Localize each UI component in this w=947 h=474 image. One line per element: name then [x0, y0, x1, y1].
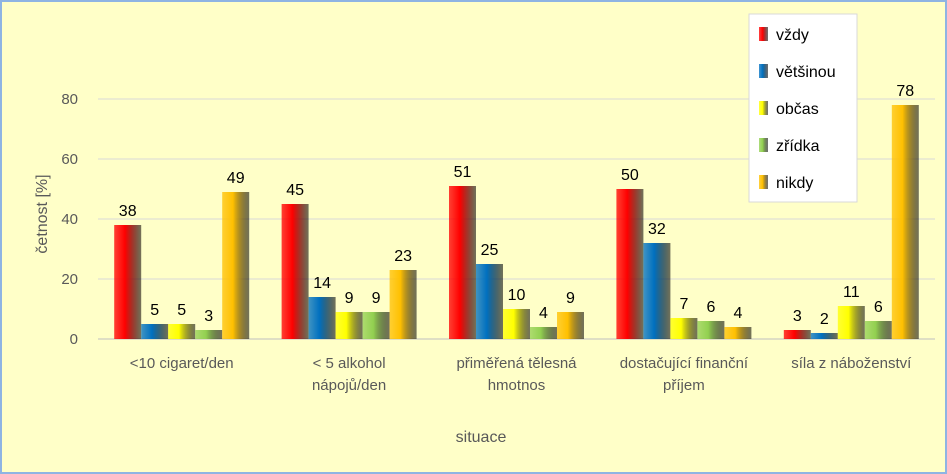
bar: [114, 225, 142, 339]
y-tick-label: 80: [61, 91, 78, 108]
data-label: 3: [793, 308, 802, 325]
data-label: 32: [648, 221, 666, 238]
bar: [476, 264, 503, 339]
bar: [724, 327, 752, 339]
legend-swatch: [759, 27, 768, 41]
x-axis-title: situace: [456, 429, 507, 446]
data-label: 78: [896, 83, 914, 100]
data-label: 6: [874, 299, 883, 316]
bar: [557, 312, 584, 339]
legend: vždy většinou občas zřídka nikdy: [748, 13, 858, 203]
legend-label: zřídka: [776, 138, 820, 155]
bar: [864, 321, 892, 339]
y-axis-title: četnost [%]: [34, 174, 51, 253]
legend-label: většinou: [776, 64, 836, 81]
data-label: 9: [566, 290, 575, 307]
legend-swatch: [759, 138, 768, 152]
data-label: 4: [733, 305, 742, 322]
data-label: 7: [679, 296, 688, 313]
bar: [503, 309, 530, 339]
bar: [141, 324, 169, 339]
legend-label: nikdy: [776, 175, 813, 192]
bar: [530, 327, 557, 339]
bar: [362, 312, 390, 339]
y-tick-label: 40: [61, 211, 78, 228]
category-label: příjem: [663, 377, 705, 394]
legend-label: vždy: [776, 27, 809, 44]
data-label: 4: [539, 305, 548, 322]
legend-swatch: [759, 101, 768, 115]
bar: [308, 297, 336, 339]
category-label: nápojů/den: [312, 377, 386, 394]
bar: [670, 318, 698, 339]
category-label: <10 cigaret/den: [130, 355, 234, 372]
legend-label: občas: [776, 101, 819, 118]
data-label: 3: [204, 308, 213, 325]
bar: [616, 189, 644, 339]
category-label: dostačující finanční: [620, 355, 749, 372]
bar: [195, 330, 223, 339]
bar: [281, 204, 309, 339]
bar: [389, 270, 417, 339]
category-label: přiměřená tělesná: [456, 355, 577, 372]
legend-swatch: [759, 175, 768, 189]
data-label: 11: [843, 284, 860, 301]
data-label: 45: [286, 182, 304, 199]
data-label: 38: [119, 203, 137, 220]
data-label: 2: [820, 311, 829, 328]
data-label: 5: [177, 302, 186, 319]
data-label: 51: [454, 164, 472, 181]
bar: [222, 192, 250, 339]
category-label: hmotnos: [488, 377, 546, 394]
bar: [168, 324, 196, 339]
category-labels: <10 cigaret/den < 5 alkohol nápojů/den přim…: [130, 355, 912, 394]
bar: [335, 312, 363, 339]
data-label: 14: [313, 275, 331, 292]
bar: [783, 330, 811, 339]
category-label: síla z náboženství: [791, 355, 912, 372]
y-tick-label: 60: [61, 151, 78, 168]
data-label: 50: [621, 167, 639, 184]
bar: [810, 333, 838, 339]
data-label: 5: [150, 302, 159, 319]
data-label: 10: [508, 287, 526, 304]
data-label: 6: [706, 299, 715, 316]
data-label: 9: [345, 290, 354, 307]
legend-swatch: [759, 64, 768, 78]
y-tick-label: 0: [70, 331, 78, 348]
bar: [449, 186, 476, 339]
data-label: 49: [227, 170, 245, 187]
data-label: 9: [372, 290, 381, 307]
data-label: 23: [394, 248, 412, 265]
bar: [837, 306, 865, 339]
y-tick-label: 20: [61, 271, 78, 288]
bar: [697, 321, 725, 339]
category-label: < 5 alkohol: [313, 355, 386, 372]
data-label: 25: [481, 242, 499, 259]
y-axis-ticks: 0 20 40 60 80: [61, 91, 78, 348]
bars: [114, 105, 919, 339]
bar: [891, 105, 919, 339]
bar: [643, 243, 671, 339]
